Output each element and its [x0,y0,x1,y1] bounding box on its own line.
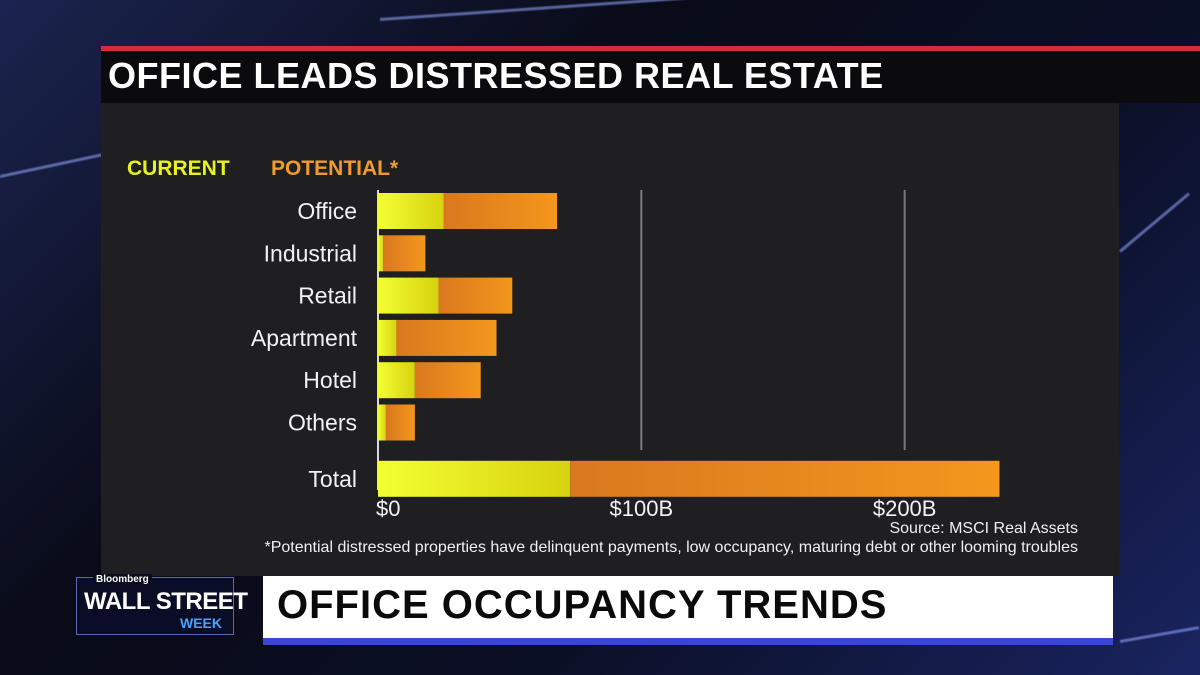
category-label-retail: Retail [298,283,357,309]
category-label-office: Office [297,198,357,224]
category-label-apartment: Apartment [251,325,358,351]
category-label-industrial: Industrial [264,240,357,266]
bar-potential-others [385,404,415,441]
x-tick-label: $0 [376,496,400,521]
footnote: *Potential distressed properties have de… [264,539,1079,556]
bar-current-retail [378,277,439,314]
bar-potential-apartment [396,319,497,356]
lower-third-title: OFFICE OCCUPANCY TRENDS [277,583,888,627]
title-accent-bar [101,46,1200,51]
logo-brand: Bloomberg [93,574,152,585]
bar-current-office [378,193,444,229]
x-tick-label: $100B [610,496,674,521]
source-note: Source: MSCI Real Assets [889,520,1078,537]
lower-third-accent [263,638,1113,645]
title-bar [101,51,1200,103]
bar-current-hotel [378,362,415,399]
bar-current-apartment [378,319,397,356]
bar-current-others [378,404,386,441]
bar-potential-hotel [414,362,481,399]
bar-potential-retail [438,277,513,314]
bar-potential-office [443,193,558,229]
category-label-others: Others [288,410,357,436]
show-logo [76,577,234,635]
bar-potential-industrial [383,235,426,272]
logo-show-sub: WEEK [180,615,222,631]
category-label-total: Total [308,466,357,492]
x-tick-label: $200B [873,496,937,521]
chart-title: OFFICE LEADS DISTRESSED REAL ESTATE [108,55,884,96]
legend-potential: POTENTIAL* [271,157,399,180]
legend-current: CURRENT [127,157,230,180]
logo-show-name: WALL STREET [84,588,248,615]
bar-potential-total [570,460,1000,497]
lower-third-bar [263,576,1113,638]
bar-current-total [378,460,571,497]
category-label-hotel: Hotel [303,367,357,393]
bar-current-industrial [378,235,384,272]
